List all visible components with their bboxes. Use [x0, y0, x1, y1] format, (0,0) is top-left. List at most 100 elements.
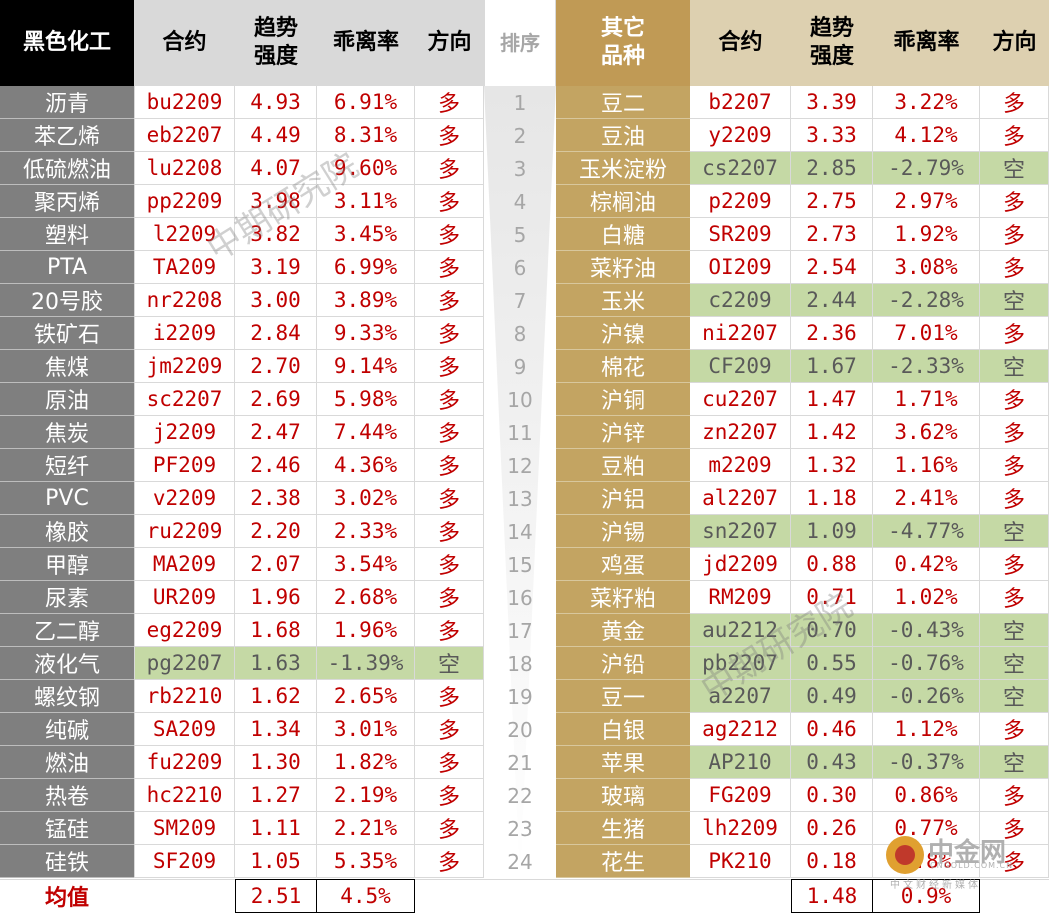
left-deviation: 9.60%	[317, 152, 415, 185]
left-name: 铁矿石	[0, 317, 134, 350]
left-strength: 1.68	[235, 614, 317, 647]
right-code: p2209	[690, 185, 791, 218]
rank-number: 5	[513, 222, 527, 247]
right-strength: 1.32	[791, 449, 873, 482]
left-code: lu2208	[134, 152, 235, 185]
rank-number: 9	[513, 354, 527, 379]
left-code: MA209	[134, 548, 235, 581]
left-deviation: 5.35%	[317, 845, 415, 878]
right-strength: 1.47	[791, 383, 873, 416]
table-row: 沥青 bu2209 4.93 6.91% 多 1 豆二 b2207 3.39 3.22% 多	[0, 86, 1049, 119]
right-code: pb2207	[690, 647, 791, 680]
table-row: 锰硅 SM209 1.11 2.21% 多 23 生猪 lh2209 0.26 0.77% 多	[0, 812, 1049, 845]
left-code: SA209	[134, 713, 235, 746]
right-name: 豆一	[556, 680, 690, 713]
left-code: i2209	[134, 317, 235, 350]
right-deviation: -0.43%	[873, 614, 980, 647]
left-direction: 多	[415, 713, 484, 746]
left-deviation: 5.98%	[317, 383, 415, 416]
right-direction: 空	[980, 152, 1049, 185]
left-name: PTA	[0, 251, 134, 284]
right-code: c2209	[690, 284, 791, 317]
table-row: 甲醇 MA209 2.07 3.54% 多 15 鸡蛋 jd2209 0.88 0.42% 多	[0, 548, 1049, 581]
left-deviation: -1.39%	[317, 647, 415, 680]
right-direction: 空	[980, 350, 1049, 383]
right-strength: 0.26	[791, 812, 873, 845]
rank-number: 17	[507, 618, 533, 643]
left-direction: 多	[415, 119, 484, 152]
right-strength: 1.42	[791, 416, 873, 449]
right-direction: 多	[980, 251, 1049, 284]
left-direction: 多	[415, 185, 484, 218]
header-right-direction: 方向	[992, 30, 1037, 55]
right-code: ag2212	[690, 713, 791, 746]
right-direction: 空	[980, 746, 1049, 779]
right-name: 沪铜	[556, 383, 690, 416]
left-deviation: 8.31%	[317, 119, 415, 152]
right-code: a2207	[690, 680, 791, 713]
left-direction: 多	[415, 845, 484, 878]
left-strength: 2.20	[235, 515, 317, 548]
left-code: j2209	[134, 416, 235, 449]
rank-number: 11	[507, 420, 533, 445]
left-deviation: 7.44%	[317, 416, 415, 449]
right-name: 玻璃	[556, 779, 690, 812]
right-direction: 多	[980, 218, 1049, 251]
table-row: 苯乙烯 eb2207 4.49 8.31% 多 2 豆油 y2209 3.33 4.12% 多	[0, 119, 1049, 152]
right-name: 豆油	[556, 119, 690, 152]
header-rank: 排序	[500, 31, 540, 55]
left-strength: 1.34	[235, 713, 317, 746]
right-direction: 多	[980, 482, 1049, 515]
left-direction: 多	[415, 581, 484, 614]
left-direction: 多	[415, 350, 484, 383]
left-code: eg2209	[134, 614, 235, 647]
left-deviation: 6.99%	[317, 251, 415, 284]
left-direction: 多	[415, 614, 484, 647]
left-deviation: 9.33%	[317, 317, 415, 350]
right-strength: 0.46	[791, 713, 873, 746]
left-name: 甲醇	[0, 548, 134, 581]
left-deviation: 3.11%	[317, 185, 415, 218]
left-strength: 1.62	[235, 680, 317, 713]
left-direction: 多	[415, 416, 484, 449]
table-row: 液化气 pg2207 1.63 -1.39% 空 18 沪铅 pb2207 0.55 -0.76%…	[0, 647, 1049, 680]
right-code: PK210	[690, 845, 791, 878]
left-deviation: 3.45%	[317, 218, 415, 251]
right-strength: 2.75	[791, 185, 873, 218]
rank-number: 10	[507, 387, 533, 412]
right-deviation: 1.16%	[873, 449, 980, 482]
left-strength: 2.07	[235, 548, 317, 581]
header-left-group-title: 黑色化工	[22, 30, 111, 55]
right-name: 棕榈油	[556, 185, 690, 218]
left-deviation: 2.21%	[317, 812, 415, 845]
right-direction: 多	[980, 416, 1049, 449]
table-row: 纯碱 SA209 1.34 3.01% 多 20 白银 ag2212 0.46 1.12% 多	[0, 713, 1049, 746]
header-left-strength: 趋势 强度	[253, 16, 298, 69]
right-strength: 0.71	[791, 581, 873, 614]
left-name: 橡胶	[0, 515, 134, 548]
left-name: 焦煤	[0, 350, 134, 383]
header-right-code: 合约	[718, 30, 763, 55]
left-code: l2209	[134, 218, 235, 251]
right-name: 玉米	[556, 284, 690, 317]
left-deviation: 1.82%	[317, 746, 415, 779]
left-code: PF209	[134, 449, 235, 482]
left-deviation: 1.96%	[317, 614, 415, 647]
right-name: 沪铝	[556, 482, 690, 515]
left-direction: 多	[415, 449, 484, 482]
left-direction: 多	[415, 383, 484, 416]
rank-gradient-triangle	[484, 86, 556, 879]
right-name: 沪锡	[556, 515, 690, 548]
left-strength: 2.84	[235, 317, 317, 350]
left-deviation: 2.65%	[317, 680, 415, 713]
left-name: 螺纹钢	[0, 680, 134, 713]
right-strength: 1.09	[791, 515, 873, 548]
right-direction: 空	[980, 680, 1049, 713]
table-row: 聚丙烯 pp2209 3.98 3.11% 多 4 棕榈油 p2209 2.75 2.97% 多	[0, 185, 1049, 218]
left-strength: 1.63	[235, 647, 317, 680]
right-strength: 2.54	[791, 251, 873, 284]
header-left-code: 合约	[162, 30, 207, 55]
left-strength: 2.46	[235, 449, 317, 482]
rank-number: 8	[513, 321, 527, 346]
left-code: hc2210	[134, 779, 235, 812]
